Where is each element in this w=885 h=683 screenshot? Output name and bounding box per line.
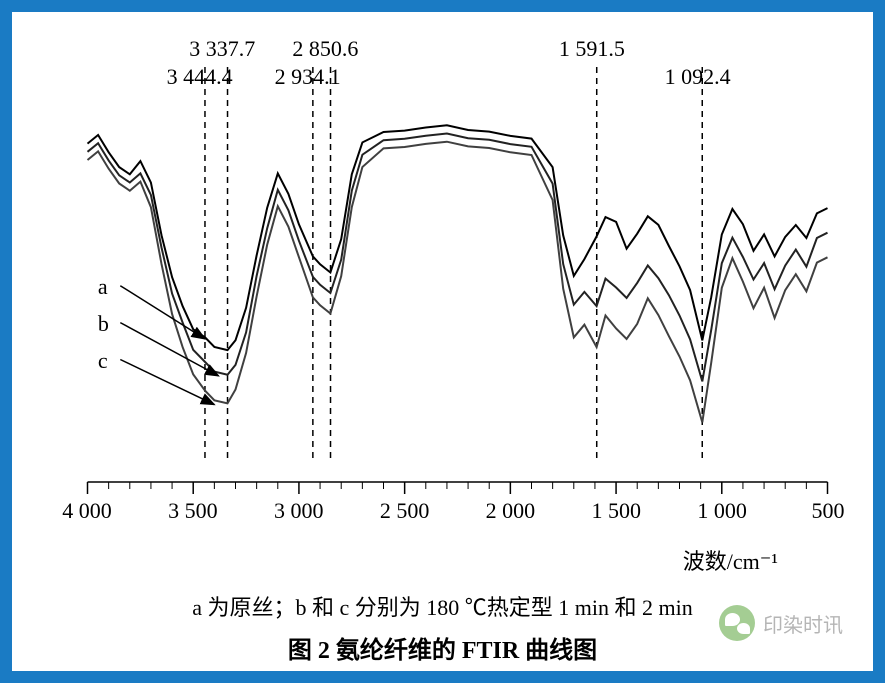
peak-label: 1 092.4	[665, 64, 731, 90]
x-tick: 2 000	[486, 498, 536, 524]
watermark-text: 印染时讯	[763, 609, 843, 638]
series-label-a: a	[98, 274, 108, 300]
figure-panel: 3 444.43 337.7 2 934.12 850.6 1 591.5 1 092…	[12, 12, 873, 671]
series-label-c: c	[98, 348, 108, 374]
wechat-icon	[719, 605, 755, 641]
peak-label: 2 850.6	[292, 36, 358, 62]
series-label-b: b	[98, 311, 109, 337]
x-tick: 1 000	[697, 498, 747, 524]
chart-area	[67, 42, 838, 502]
ftir-chart	[67, 42, 838, 502]
x-tick: 4 000	[62, 498, 112, 524]
watermark: 印染时讯	[719, 605, 843, 641]
x-tick: 2 500	[380, 498, 430, 524]
x-tick: 500	[811, 498, 844, 524]
x-tick: 1 500	[592, 498, 642, 524]
peak-label: 3 444.4	[167, 64, 233, 90]
peak-label: 1 591.5	[559, 36, 625, 62]
peak-label: 3 337.7	[189, 36, 255, 62]
x-tick: 3 000	[274, 498, 324, 524]
x-tick: 3 500	[168, 498, 218, 524]
x-axis-label: 波数/cm⁻¹	[683, 544, 778, 576]
peak-label: 2 934.1	[275, 64, 341, 90]
